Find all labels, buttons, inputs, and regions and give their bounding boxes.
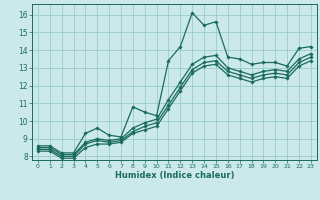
X-axis label: Humidex (Indice chaleur): Humidex (Indice chaleur) xyxy=(115,171,234,180)
